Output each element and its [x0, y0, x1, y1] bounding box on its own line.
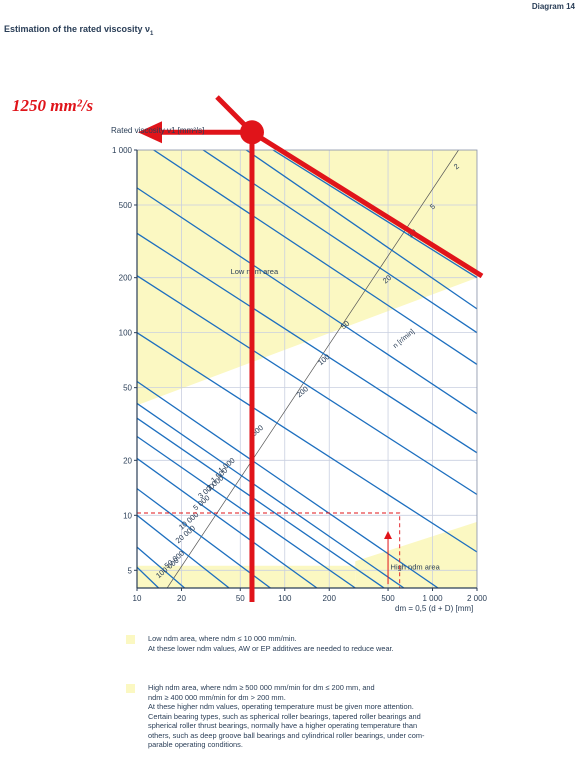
x-tick-label: 2 000 [467, 594, 488, 603]
y-tick-label: 10 [123, 511, 132, 520]
y-tick-label: 100 [119, 329, 133, 338]
legend-high-swatch [126, 684, 135, 693]
region-low-label: Low ndm area [231, 267, 279, 276]
x-axis-label: dm = 0,5 (d + D) [mm] [395, 604, 473, 613]
legend-low-text: Low ndm area, where ndm ≤ 10 000 mm/min.… [148, 634, 568, 653]
x-tick-label: 50 [236, 594, 245, 603]
x-tick-label: 1 000 [423, 594, 444, 603]
x-tick-label: 10 [133, 594, 142, 603]
y-axis-label: Rated viscosity ν1 [mm²/s] [111, 126, 204, 135]
x-tick-label: 100 [278, 594, 292, 603]
y-tick-label: 20 [123, 456, 132, 465]
annotation-point [240, 120, 264, 144]
y-tick-label: 1 000 [112, 146, 133, 155]
x-tick-label: 200 [323, 594, 337, 603]
legend-low-swatch [126, 635, 135, 644]
region-high-label: High ndm area [391, 563, 441, 572]
callout-value-label: 1250 mm²/s [12, 96, 93, 116]
y-tick-label: 500 [119, 201, 133, 210]
x-tick-label: 20 [177, 594, 186, 603]
y-tick-label: 200 [119, 274, 133, 283]
legend-high-text: High ndm area, where ndm ≥ 500 000 mm/mi… [148, 683, 568, 750]
y-tick-label: 5 [128, 566, 133, 575]
x-tick-label: 500 [381, 594, 395, 603]
y-tick-label: 50 [123, 384, 132, 393]
